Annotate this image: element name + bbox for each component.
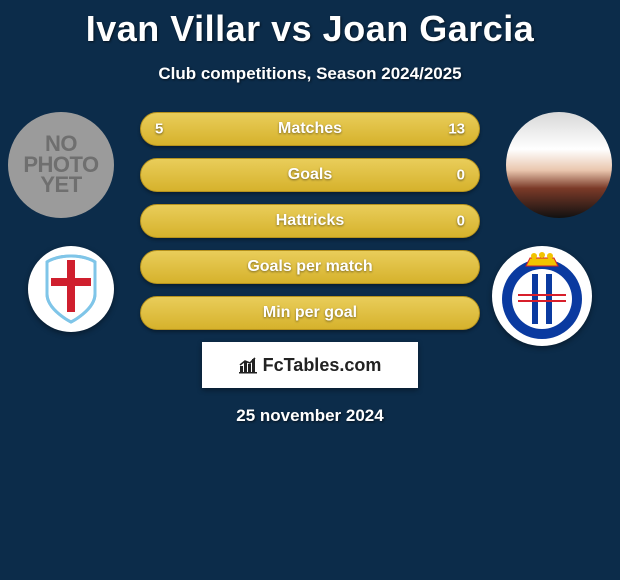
subtitle: Club competitions, Season 2024/2025 bbox=[0, 64, 620, 84]
stat-right-value: 13 bbox=[448, 121, 465, 138]
comparison-panel: NO PHOTO YET 5 Matches bbox=[0, 112, 620, 426]
brand-text: FcTables.com bbox=[263, 355, 382, 376]
club1-badge bbox=[28, 246, 114, 332]
player2-face bbox=[506, 112, 612, 218]
stat-pills: 5 Matches 13 Goals 0 Hattricks 0 Goals p… bbox=[140, 112, 480, 330]
stat-label: Goals per match bbox=[247, 258, 372, 276]
celta-crest-icon bbox=[43, 254, 99, 324]
nophoto-text: NO PHOTO YET bbox=[8, 134, 114, 197]
club2-badge bbox=[492, 246, 592, 346]
stat-label: Matches bbox=[278, 120, 342, 138]
stat-label: Goals bbox=[288, 166, 332, 184]
stat-row-goals-per-match: Goals per match bbox=[140, 250, 480, 284]
stat-row-min-per-goal: Min per goal bbox=[140, 296, 480, 330]
page-title: Ivan Villar vs Joan Garcia bbox=[0, 0, 620, 50]
date-text: 25 november 2024 bbox=[0, 406, 620, 426]
stat-label: Min per goal bbox=[263, 304, 357, 322]
stat-label: Hattricks bbox=[276, 212, 344, 230]
stat-row-hattricks: Hattricks 0 bbox=[140, 204, 480, 238]
player2-photo bbox=[506, 112, 612, 218]
player1-photo: NO PHOTO YET bbox=[8, 112, 114, 218]
brand-content: FcTables.com bbox=[239, 355, 382, 376]
brand-box: FcTables.com bbox=[202, 342, 418, 388]
stat-left-value: 5 bbox=[155, 121, 163, 138]
espanyol-crest-icon bbox=[498, 252, 586, 340]
chart-bars-icon bbox=[239, 356, 261, 374]
stat-row-matches: 5 Matches 13 bbox=[140, 112, 480, 146]
stat-right-value: 0 bbox=[457, 213, 465, 230]
stat-row-goals: Goals 0 bbox=[140, 158, 480, 192]
nophoto-placeholder: NO PHOTO YET bbox=[8, 112, 114, 218]
stat-right-value: 0 bbox=[457, 167, 465, 184]
